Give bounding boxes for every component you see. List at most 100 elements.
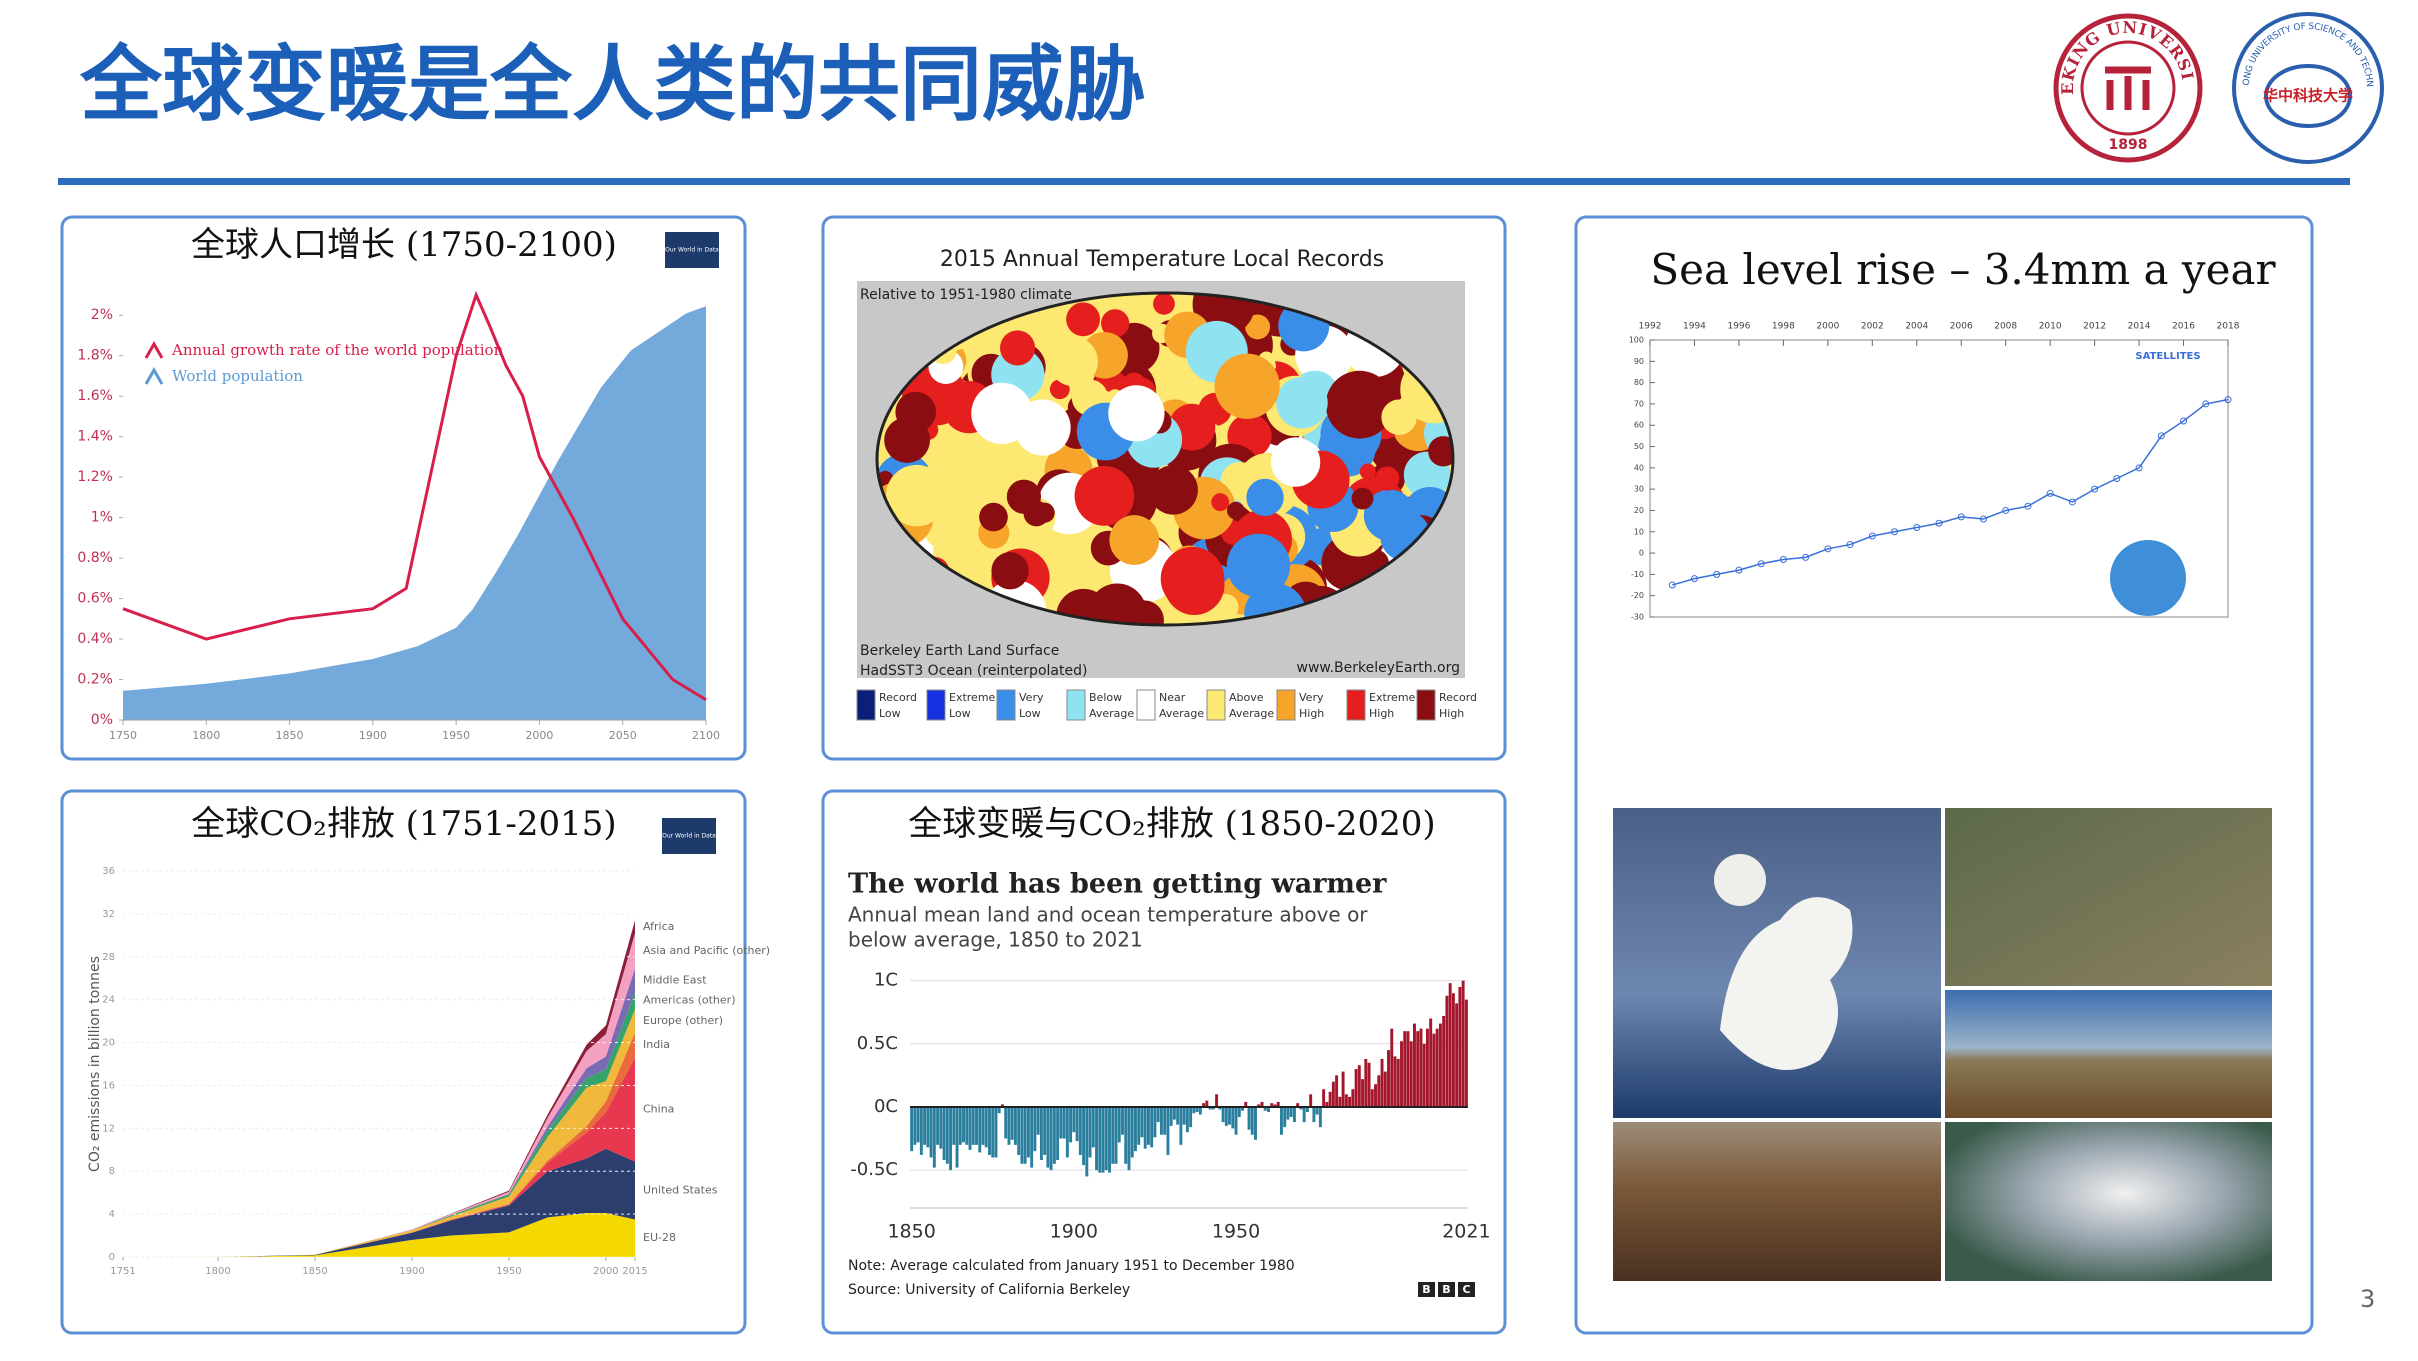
bar bbox=[1043, 1106, 1047, 1155]
series-label: Middle East bbox=[643, 973, 707, 986]
series-label: China bbox=[643, 1103, 674, 1116]
bar bbox=[1367, 1062, 1371, 1107]
bar bbox=[919, 1106, 923, 1155]
legend-label: Low bbox=[879, 707, 901, 720]
map-blob bbox=[895, 391, 937, 433]
point bbox=[2024, 502, 2032, 510]
x-tick-label: 2050 bbox=[609, 729, 637, 742]
map-blob bbox=[1211, 493, 1230, 512]
bar bbox=[1004, 1106, 1008, 1139]
x-tick-label: 1998 bbox=[1772, 322, 1795, 332]
bar bbox=[1153, 1106, 1157, 1138]
point bbox=[1690, 575, 1698, 583]
y-tick-label: 0 bbox=[1639, 549, 1644, 558]
map-blob bbox=[1351, 487, 1374, 510]
map-blob bbox=[886, 464, 948, 527]
bar bbox=[1033, 1106, 1037, 1152]
y-tick-label: 50 bbox=[1634, 442, 1644, 451]
bar bbox=[1169, 1106, 1173, 1126]
map-blob bbox=[1246, 478, 1284, 517]
legend-swatch bbox=[856, 689, 876, 721]
bar bbox=[1312, 1106, 1316, 1123]
logo-box bbox=[1438, 1282, 1455, 1297]
point bbox=[2091, 485, 2099, 493]
bar bbox=[1013, 1106, 1017, 1145]
map-blob bbox=[1325, 370, 1394, 439]
bar bbox=[1254, 1106, 1257, 1140]
x-tick-label: 2000 bbox=[1816, 322, 1839, 332]
point bbox=[1846, 541, 1854, 549]
bar bbox=[1403, 1031, 1407, 1107]
badge bbox=[662, 818, 716, 854]
bar bbox=[1208, 1106, 1212, 1110]
point bbox=[1779, 555, 1787, 563]
map-blob bbox=[1359, 463, 1376, 480]
legend-label: High bbox=[1439, 707, 1464, 720]
bar bbox=[1419, 1028, 1423, 1107]
bar bbox=[1425, 1028, 1429, 1107]
bar bbox=[1176, 1106, 1180, 1125]
bar bbox=[1130, 1106, 1134, 1158]
map-blob bbox=[1066, 302, 1100, 337]
y-tick-label: -0.5C bbox=[850, 1159, 898, 1180]
bar bbox=[1017, 1106, 1021, 1155]
bar bbox=[1049, 1106, 1053, 1171]
bar bbox=[1299, 1106, 1303, 1110]
bar bbox=[1416, 1031, 1420, 1107]
point bbox=[2046, 489, 2054, 497]
bar bbox=[1322, 1089, 1326, 1107]
chart-title: 全球CO₂排放 (1751-2015) bbox=[191, 804, 616, 844]
x-tick-label: 1800 bbox=[205, 1266, 230, 1277]
series-label: India bbox=[643, 1038, 670, 1051]
bar bbox=[984, 1106, 988, 1148]
bar bbox=[988, 1106, 991, 1155]
bar bbox=[1296, 1103, 1300, 1107]
point bbox=[1891, 528, 1899, 536]
bar bbox=[981, 1106, 985, 1145]
map-blob bbox=[1226, 533, 1291, 598]
bar bbox=[1241, 1106, 1244, 1111]
point bbox=[1935, 519, 1943, 527]
bar bbox=[1030, 1106, 1034, 1168]
bar bbox=[1273, 1104, 1277, 1107]
bar bbox=[1438, 1023, 1442, 1107]
bar bbox=[1387, 1050, 1390, 1107]
x-tick-label: 1900 bbox=[399, 1266, 424, 1277]
x-tick-label: 2012 bbox=[2083, 322, 2106, 332]
x-tick-label: 2015 bbox=[622, 1266, 647, 1277]
bar bbox=[1023, 1106, 1027, 1164]
map-blob bbox=[1048, 336, 1098, 387]
legend-label: Extreme bbox=[1369, 691, 1416, 704]
bar bbox=[1279, 1106, 1283, 1135]
bar bbox=[1409, 1041, 1413, 1107]
bar bbox=[945, 1106, 949, 1164]
page-number: 3 bbox=[2360, 1285, 2375, 1313]
bar bbox=[1228, 1106, 1232, 1125]
logo-letter: B bbox=[1422, 1283, 1430, 1296]
x-tick-label: 2014 bbox=[2128, 322, 2151, 332]
point bbox=[1913, 524, 1921, 532]
bar bbox=[1182, 1106, 1186, 1125]
bar bbox=[1137, 1106, 1141, 1145]
bar bbox=[1406, 1031, 1410, 1107]
bar bbox=[1429, 1018, 1433, 1107]
bar bbox=[1396, 1058, 1400, 1107]
x-tick-label: 1850 bbox=[302, 1266, 327, 1277]
y-tick-label: 1.6% bbox=[77, 388, 113, 404]
x-tick-label: 1800 bbox=[192, 729, 220, 742]
bar bbox=[1224, 1106, 1228, 1126]
bar bbox=[1344, 1094, 1348, 1107]
bar bbox=[1026, 1106, 1030, 1158]
map-blob bbox=[1276, 376, 1328, 429]
y-tick-label: 2% bbox=[91, 307, 113, 323]
x-tick-label: 2002 bbox=[1861, 322, 1884, 332]
logo-box bbox=[1458, 1282, 1475, 1297]
x-tick-label: 2000 bbox=[525, 729, 553, 742]
map-blob bbox=[1108, 385, 1165, 442]
bar bbox=[1351, 1089, 1355, 1107]
bar bbox=[929, 1106, 933, 1158]
series-label: EU-28 bbox=[643, 1231, 676, 1244]
bar bbox=[1292, 1106, 1296, 1123]
map-blob bbox=[1006, 479, 1042, 514]
